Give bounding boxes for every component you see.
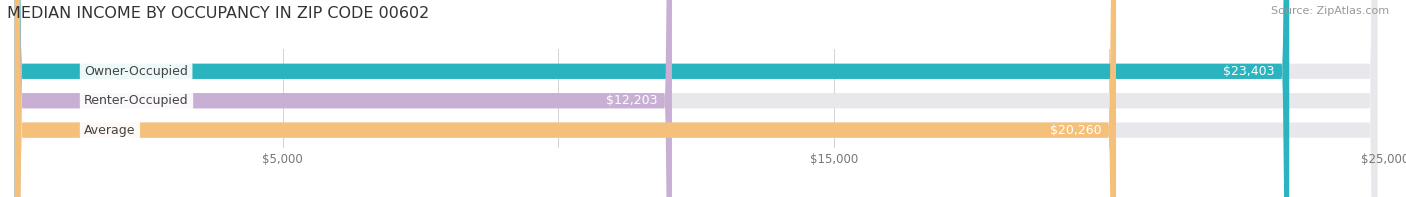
Text: Source: ZipAtlas.com: Source: ZipAtlas.com: [1271, 6, 1389, 16]
FancyBboxPatch shape: [14, 0, 1116, 197]
Text: $12,203: $12,203: [606, 94, 658, 107]
Text: Owner-Occupied: Owner-Occupied: [84, 65, 188, 78]
Text: $20,260: $20,260: [1050, 124, 1102, 137]
FancyBboxPatch shape: [14, 0, 1378, 197]
Text: MEDIAN INCOME BY OCCUPANCY IN ZIP CODE 00602: MEDIAN INCOME BY OCCUPANCY IN ZIP CODE 0…: [7, 6, 429, 21]
Text: Renter-Occupied: Renter-Occupied: [84, 94, 188, 107]
FancyBboxPatch shape: [14, 0, 672, 197]
FancyBboxPatch shape: [14, 0, 1378, 197]
FancyBboxPatch shape: [14, 0, 1378, 197]
Text: Average: Average: [84, 124, 136, 137]
Text: $23,403: $23,403: [1223, 65, 1275, 78]
FancyBboxPatch shape: [14, 0, 1289, 197]
